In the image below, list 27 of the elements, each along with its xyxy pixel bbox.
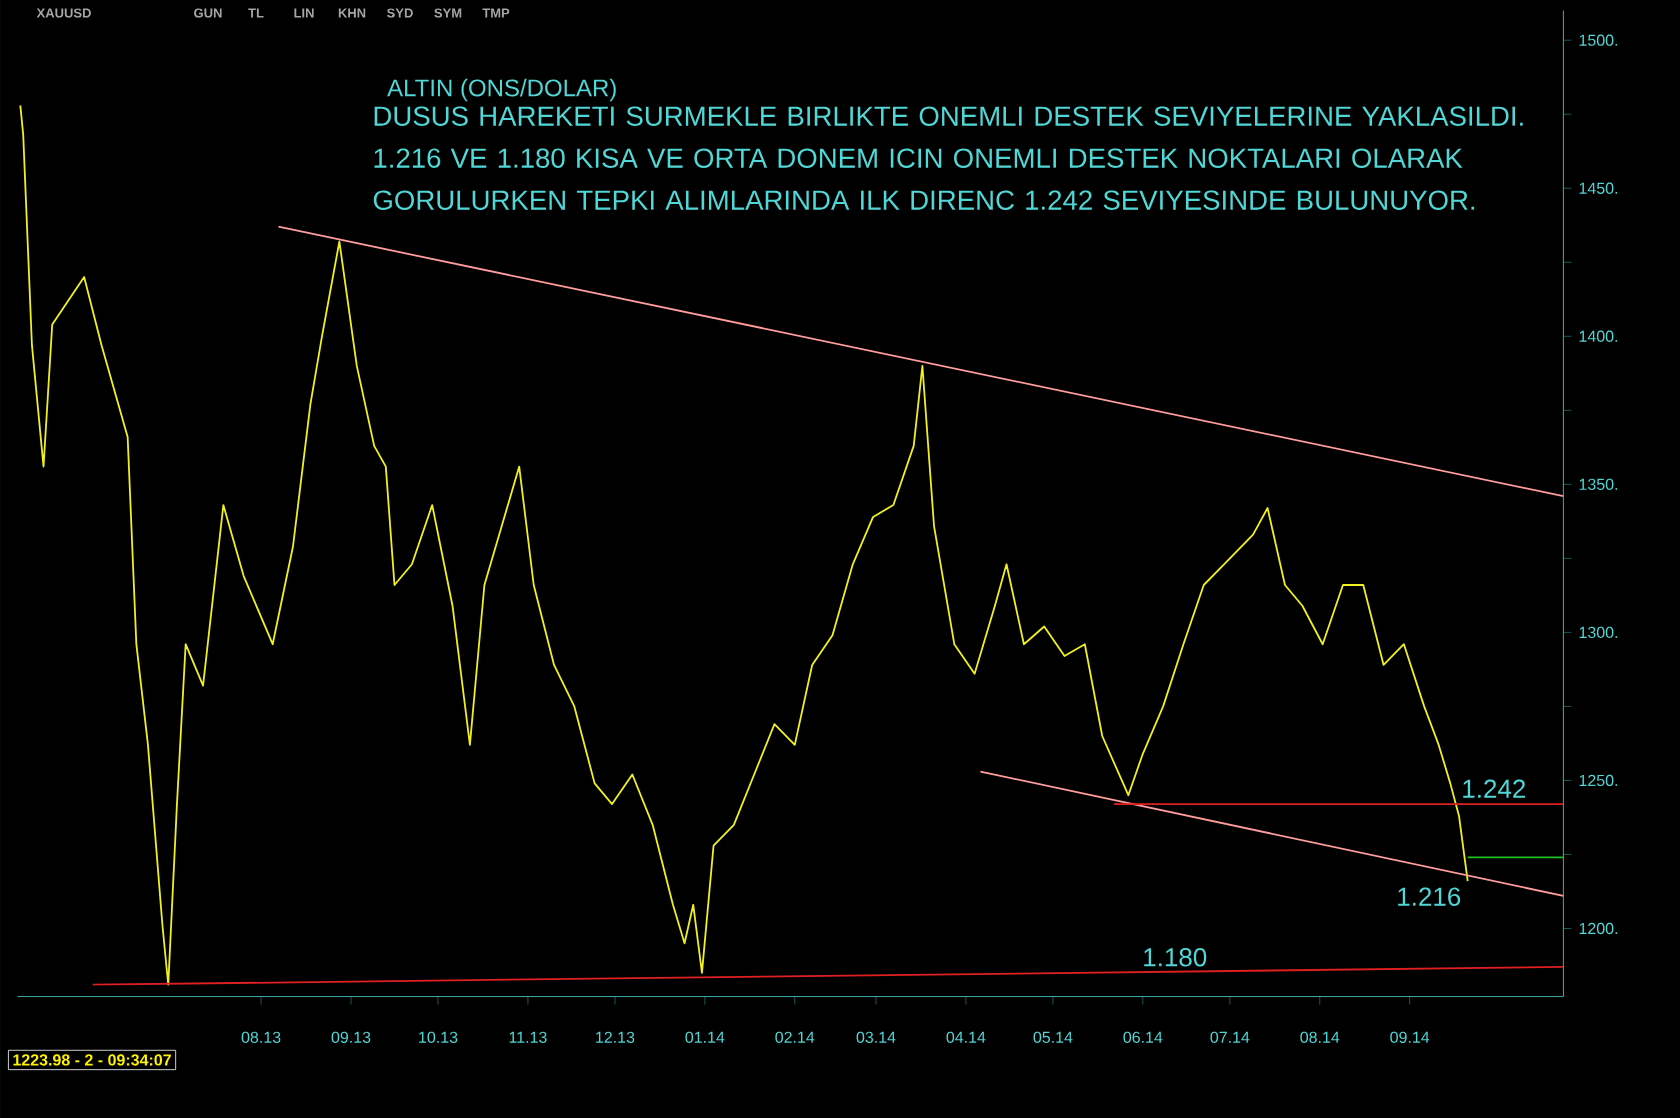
- y-tick-label: 1400.: [1579, 330, 1618, 342]
- y-tick-label: 1300.: [1579, 626, 1618, 639]
- x-tick-label: 07.14: [1210, 1031, 1250, 1043]
- x-tick-label: 09.14: [1390, 1031, 1430, 1043]
- x-tick-label: 10.13: [419, 1031, 458, 1043]
- x-tick-label: 08.14: [1300, 1031, 1340, 1043]
- y-tick-label: 1200.: [1579, 922, 1618, 935]
- annotation: 1.216: [1398, 887, 1461, 906]
- y-tick-label: 1450.: [1579, 182, 1618, 194]
- x-tick-label: 06.14: [1123, 1031, 1163, 1043]
- y-tick-label: 1500.: [1579, 34, 1618, 46]
- x-tick-label: 05.14: [1033, 1031, 1073, 1043]
- text: 1223.98 - 2 - 09:34:07: [13, 1054, 171, 1066]
- text: ALTIN (ONS/DOLAR): [387, 78, 616, 102]
- x-tick-label: 12.13: [596, 1031, 635, 1043]
- x-tick-label: 03.14: [856, 1031, 896, 1043]
- y-tick-label: 1350.: [1579, 478, 1618, 490]
- x-tick-label: 08.13: [241, 1031, 281, 1043]
- x-tick-label: 02.14: [775, 1031, 815, 1043]
- x-tick-label: 01.14: [685, 1031, 725, 1043]
- text: DUSUS HAREKETI SURMEKLE BIRLIKTE ONEMLI DESTEK SEVIYELERINE YAKLASILDI. 1.216 VE 1.180 KISA VE ORTA DONEM ICIN ONEMLI DESTEK NOKTALARI OLARAK GORULURKEN TEPKI ALIMLARINDA ILK DIRENC 1.242 SEVIYESINDE BULUNUYOR.: [373, 106, 1523, 210]
- x-tick-label: 11.13: [509, 1031, 547, 1043]
- x-tick-label: 04.14: [946, 1031, 986, 1043]
- x-tick-label: 09.13: [331, 1031, 371, 1043]
- y-tick-label: 1250.: [1579, 774, 1618, 787]
- annotation: 1.180: [1144, 948, 1207, 967]
- annotation: 1.242: [1463, 779, 1525, 798]
